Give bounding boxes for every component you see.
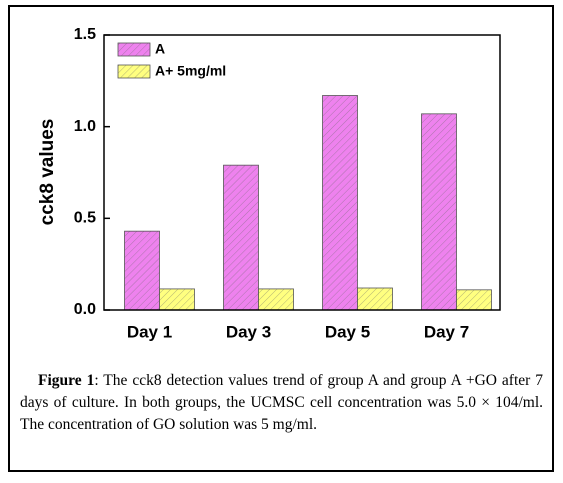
y-tick-label: 0.0: [74, 301, 96, 318]
legend-label: A: [155, 41, 165, 57]
bar: [124, 230, 160, 311]
bar: [322, 95, 358, 311]
x-tick-label: Day 7: [424, 322, 469, 341]
caption: Figure 1: The cck8 detection values tren…: [20, 370, 543, 436]
y-tick-label: 0.5: [74, 210, 96, 227]
chart: cck8 values 0.0 0.5 1.0 1.5 Day 1 Day 3 Day 5 D…: [37, 26, 501, 341]
legend-swatch: [117, 42, 151, 57]
bar: [421, 113, 457, 311]
caption-text: : The cck8 detection values trend of gro…: [20, 372, 543, 433]
x-tick-label: Day 3: [226, 322, 271, 341]
y-axis-label: cck8 values: [37, 119, 58, 226]
x-tick-label: Day 5: [325, 322, 370, 341]
figure-frame: [8, 5, 554, 472]
bar: [456, 289, 492, 311]
legend-swatch: [117, 64, 151, 79]
bar: [223, 164, 259, 311]
bar: [258, 288, 294, 311]
bar: [159, 288, 195, 311]
plot-frame: [103, 34, 501, 311]
y-tick-label: 1.5: [74, 26, 96, 43]
bar: [357, 287, 393, 311]
legend-label: A+ 5mg/ml: [155, 63, 226, 79]
y-tick-label: 1.0: [74, 118, 96, 135]
caption-label: Figure 1: [38, 372, 95, 389]
x-tick-label: Day 1: [127, 322, 172, 341]
